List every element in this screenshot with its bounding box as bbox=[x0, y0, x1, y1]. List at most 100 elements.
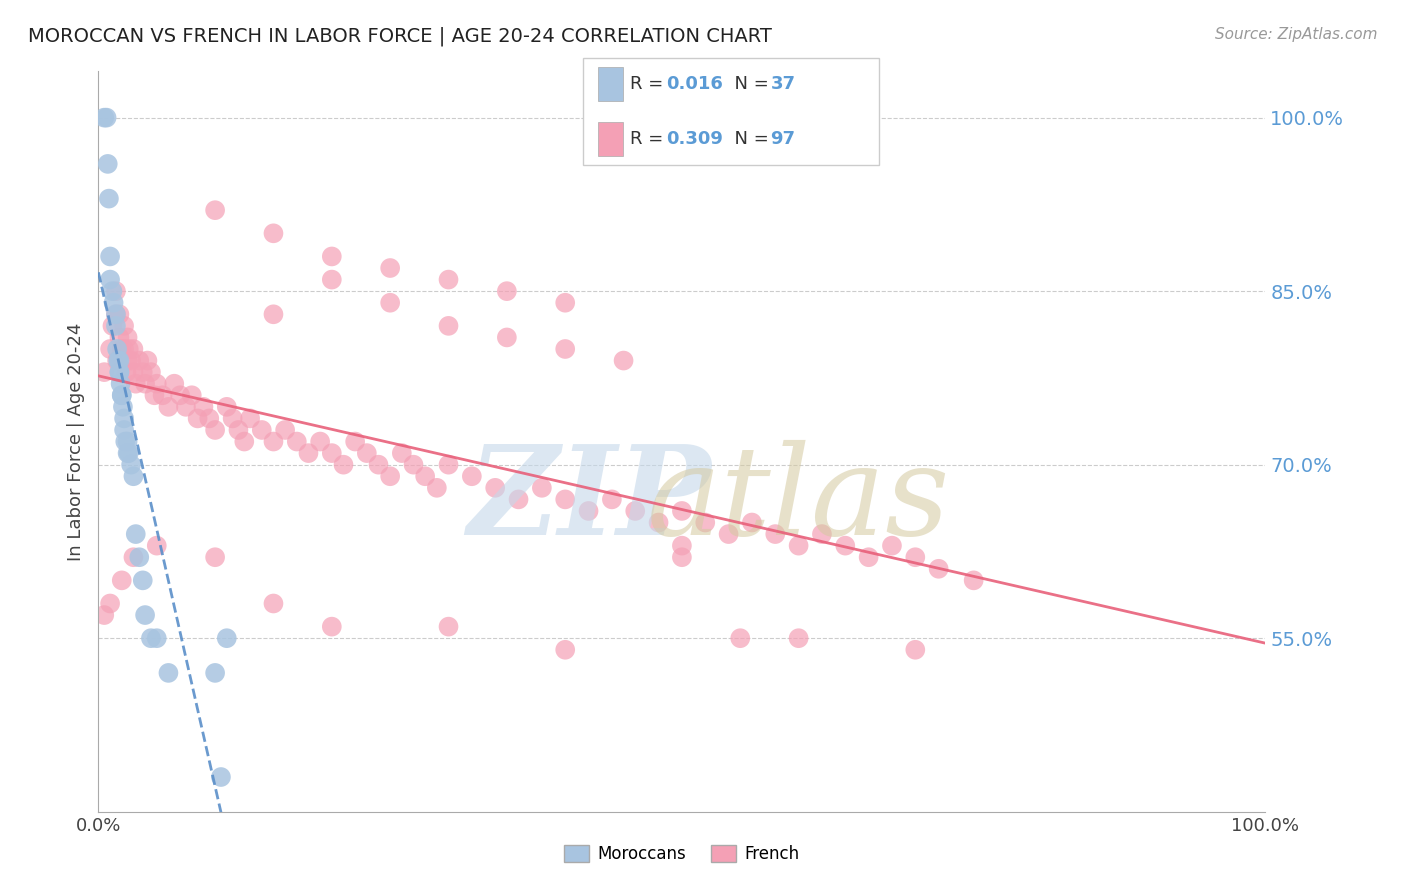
Point bbox=[554, 295, 576, 310]
Text: 0.016: 0.016 bbox=[666, 75, 723, 93]
Point bbox=[554, 342, 576, 356]
Point bbox=[104, 307, 127, 321]
Point bbox=[297, 446, 319, 460]
Point bbox=[112, 423, 135, 437]
Point bbox=[108, 330, 131, 344]
Point bbox=[143, 388, 166, 402]
Point bbox=[321, 619, 343, 633]
Point bbox=[97, 192, 120, 206]
Point bbox=[671, 539, 693, 553]
Point bbox=[132, 574, 155, 588]
Point bbox=[128, 353, 150, 368]
Point bbox=[928, 562, 950, 576]
Point bbox=[262, 227, 284, 241]
Point bbox=[763, 527, 786, 541]
Point bbox=[380, 295, 402, 310]
Point bbox=[402, 458, 425, 472]
Text: ZIP: ZIP bbox=[467, 440, 710, 562]
Text: 0.309: 0.309 bbox=[666, 130, 723, 148]
Point bbox=[108, 353, 131, 368]
Point bbox=[122, 365, 145, 379]
Point bbox=[204, 203, 226, 218]
Point bbox=[321, 446, 343, 460]
Point bbox=[554, 492, 576, 507]
Point bbox=[134, 376, 156, 391]
Point bbox=[484, 481, 506, 495]
Point bbox=[215, 631, 238, 645]
Point bbox=[321, 250, 343, 264]
Point bbox=[146, 631, 169, 645]
Point bbox=[834, 539, 856, 553]
Point bbox=[600, 492, 623, 507]
Point bbox=[962, 574, 984, 588]
Point bbox=[101, 318, 124, 333]
Point bbox=[117, 446, 139, 460]
Point bbox=[285, 434, 308, 449]
Text: N =: N = bbox=[723, 75, 775, 93]
Point bbox=[233, 434, 256, 449]
Point bbox=[613, 353, 636, 368]
Text: 97: 97 bbox=[770, 130, 796, 148]
Point bbox=[209, 770, 232, 784]
Point bbox=[695, 516, 717, 530]
Point bbox=[180, 388, 202, 402]
Point bbox=[134, 608, 156, 623]
Point bbox=[96, 111, 118, 125]
Point bbox=[262, 307, 284, 321]
Point bbox=[530, 481, 553, 495]
Point bbox=[904, 550, 927, 565]
Point bbox=[98, 250, 121, 264]
Text: N =: N = bbox=[723, 130, 775, 148]
Point bbox=[332, 458, 354, 472]
Point bbox=[880, 539, 903, 553]
Point bbox=[136, 353, 159, 368]
Point bbox=[157, 400, 180, 414]
Point bbox=[787, 539, 810, 553]
Point bbox=[204, 550, 226, 565]
Point bbox=[262, 434, 284, 449]
Point bbox=[93, 365, 115, 379]
Point bbox=[111, 574, 134, 588]
Point bbox=[93, 111, 115, 125]
Point bbox=[122, 342, 145, 356]
Point bbox=[221, 411, 243, 425]
Point bbox=[250, 423, 273, 437]
Point bbox=[122, 550, 145, 565]
Point bbox=[356, 446, 378, 460]
Point bbox=[309, 434, 332, 449]
Point bbox=[169, 388, 191, 402]
Point bbox=[858, 550, 880, 565]
Point bbox=[112, 342, 135, 356]
Point bbox=[104, 284, 127, 298]
Point bbox=[508, 492, 530, 507]
Point bbox=[108, 365, 131, 379]
Point bbox=[437, 272, 460, 286]
Point bbox=[125, 376, 148, 391]
Point bbox=[157, 665, 180, 680]
Point bbox=[344, 434, 367, 449]
Point bbox=[321, 272, 343, 286]
Point bbox=[274, 423, 297, 437]
Point bbox=[204, 423, 226, 437]
Point bbox=[112, 411, 135, 425]
Point bbox=[101, 284, 124, 298]
Point bbox=[139, 365, 162, 379]
Point bbox=[97, 157, 120, 171]
Text: Source: ZipAtlas.com: Source: ZipAtlas.com bbox=[1215, 27, 1378, 42]
Point bbox=[717, 527, 740, 541]
Point bbox=[98, 272, 121, 286]
Point bbox=[437, 619, 460, 633]
Point bbox=[671, 504, 693, 518]
Point bbox=[98, 597, 121, 611]
Text: atlas: atlas bbox=[647, 440, 950, 562]
Point bbox=[413, 469, 436, 483]
Point bbox=[146, 539, 169, 553]
Point bbox=[128, 550, 150, 565]
Point bbox=[139, 631, 162, 645]
Point bbox=[239, 411, 262, 425]
Point bbox=[187, 411, 209, 425]
Point bbox=[647, 516, 669, 530]
Point bbox=[93, 608, 115, 623]
Point bbox=[118, 342, 141, 356]
Point bbox=[132, 365, 155, 379]
